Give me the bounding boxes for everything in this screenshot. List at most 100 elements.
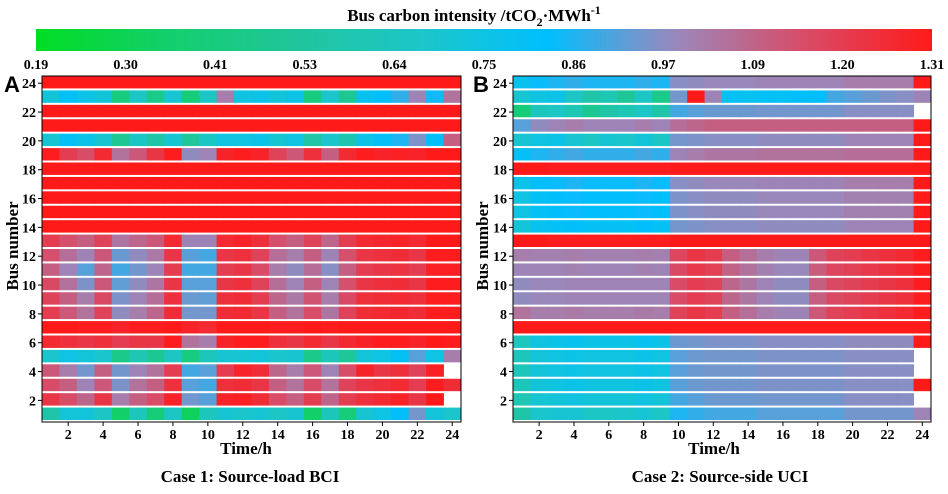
heatmap-cell (739, 90, 758, 103)
heatmap-cell (530, 133, 549, 147)
heatmap-cell (600, 364, 618, 377)
heatmap-cell (59, 104, 78, 118)
heatmap-cell (878, 76, 897, 89)
heatmap-cell (164, 133, 183, 147)
heatmap-cell (617, 90, 636, 103)
heatmap-cell (199, 378, 217, 392)
heatmap-cell (42, 292, 60, 305)
heatmap-cell (391, 378, 410, 392)
heatmap-cell (634, 220, 653, 233)
heatmap-cell (513, 364, 531, 377)
heatmap-cell (565, 104, 584, 118)
heatmap-cell (826, 90, 845, 103)
heatmap-cell (843, 364, 862, 377)
heatmap-cell (234, 176, 252, 190)
heatmap-cell (129, 277, 148, 291)
heatmap-cell (565, 220, 584, 233)
heatmap-cell (722, 378, 740, 392)
heatmap-cell (739, 205, 758, 219)
heatmap-cell (634, 335, 653, 348)
heatmap-cell (617, 321, 636, 334)
heatmap-cell (530, 76, 549, 89)
plot-frame (41, 75, 462, 423)
heatmap-cell (356, 263, 375, 276)
x-tick-label: 4 (100, 428, 107, 443)
x-tick-label: 16 (306, 428, 320, 443)
heatmap-cell (286, 76, 305, 89)
heatmap-cell (111, 407, 130, 420)
heatmap-cell (756, 407, 775, 420)
heatmap-cell (687, 393, 705, 406)
heatmap-cell (356, 148, 375, 161)
heatmap-cell (443, 191, 462, 204)
heatmap-cell (443, 249, 462, 262)
heatmap-cell (268, 321, 287, 334)
heatmap-cell (774, 292, 793, 305)
heatmap-cell (391, 292, 410, 305)
heatmap-cell (896, 162, 914, 175)
heatmap-cell (774, 263, 793, 276)
heatmap-cell (634, 104, 653, 118)
heatmap-cell (774, 249, 793, 262)
heatmap-cell (896, 335, 914, 348)
heatmap-cell (878, 378, 897, 392)
heatmap-cell (234, 249, 252, 262)
heatmap-cell (652, 148, 671, 161)
heatmap-cell (617, 191, 636, 204)
heatmap-cell (268, 133, 287, 147)
heatmap-cell (129, 162, 148, 175)
heatmap-cell (704, 176, 723, 190)
heatmap-cell (513, 176, 531, 190)
heatmap-cell (913, 148, 932, 161)
heatmap-cell (181, 306, 200, 320)
heatmap-cell (59, 378, 78, 392)
heatmap-cell (513, 393, 531, 406)
heatmap-cell (286, 335, 305, 348)
x-tick-label: 4 (570, 428, 577, 443)
y-tick-label: 24 (22, 77, 36, 92)
heatmap-cell (565, 378, 584, 392)
x-tick-label: 24 (445, 428, 459, 443)
heatmap-cell (739, 349, 758, 363)
heatmap-cell (809, 162, 827, 175)
heatmap-cell (913, 249, 932, 262)
heatmap-cell (565, 292, 584, 305)
heatmap-cell (669, 220, 688, 233)
heatmap-cell (722, 104, 740, 118)
heatmap-cell (652, 249, 671, 262)
heatmap-cell (634, 292, 653, 305)
heatmap-cell (268, 220, 287, 233)
heatmap-cell (826, 364, 845, 377)
heatmap-cell (443, 176, 462, 190)
heatmap-cell (530, 104, 549, 118)
heatmap-cell (669, 321, 688, 334)
heatmap-cell (216, 249, 235, 262)
heatmap-cell (111, 306, 130, 320)
heatmap-cell (669, 277, 688, 291)
heatmap-cell (843, 263, 862, 276)
heatmap-cell (164, 162, 183, 175)
heatmap-cell (111, 349, 130, 363)
heatmap-cell (669, 191, 688, 204)
heatmap-cell (809, 407, 827, 420)
y-tick-label: 22 (493, 106, 507, 121)
heatmap-cell (600, 76, 618, 89)
heatmap-cell (774, 133, 793, 147)
heatmap-cell (199, 148, 217, 161)
y-tick-label: 16 (22, 193, 36, 208)
heatmap-cell (181, 263, 200, 276)
heatmap-cell (303, 335, 322, 348)
heatmap-cell (634, 378, 653, 392)
heatmap-cell (321, 249, 340, 262)
heatmap-cell (94, 176, 113, 190)
heatmap-cell (739, 263, 758, 276)
heatmap-cell (634, 321, 653, 334)
heatmap-cell (652, 306, 671, 320)
x-tick-label: 14 (741, 428, 755, 443)
colorbar-tick-label: 0.53 (293, 58, 318, 73)
heatmap-cell (59, 364, 78, 377)
heatmap-cell (199, 90, 217, 103)
heatmap-cell (338, 76, 357, 89)
heatmap-cell (164, 393, 183, 406)
heatmap-cell (251, 191, 270, 204)
